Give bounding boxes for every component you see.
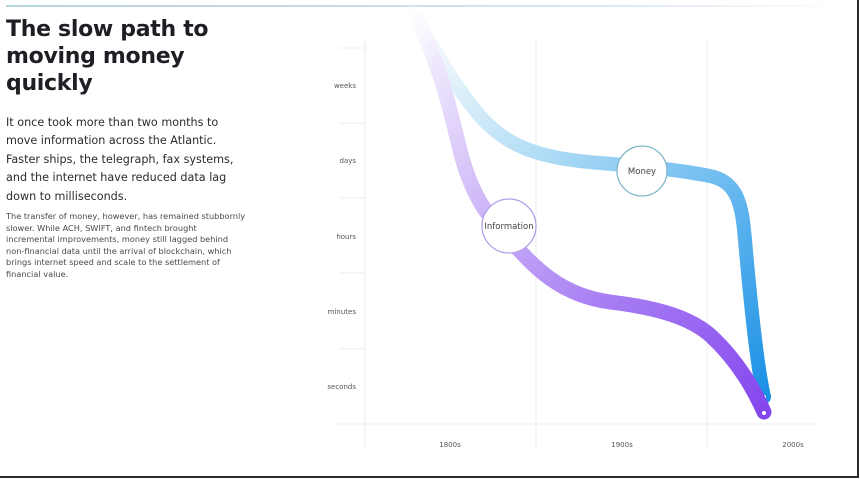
grid-lines (337, 40, 815, 448)
y-label-weeks: weeks (334, 82, 356, 90)
x-label-1800s: 1800s (439, 441, 461, 449)
top-divider (6, 5, 846, 7)
money-bubble-label: Money (628, 167, 656, 177)
information-bubble-label: Information (484, 222, 533, 232)
x-label-1900s: 1900s (611, 441, 633, 449)
information-series-line (402, 0, 772, 420)
information-end-dot (762, 411, 766, 415)
x-axis-labels: 1800s 1900s 2000s (439, 441, 804, 449)
page-title: The slow path to moving money quickly (6, 17, 209, 96)
y-label-hours: hours (336, 233, 356, 241)
y-label-seconds: seconds (327, 383, 356, 391)
lead-paragraph: It once took more than two months to mov… (6, 116, 234, 203)
y-axis-labels: weeks days hours minutes seconds (327, 82, 356, 391)
x-label-2000s: 2000s (782, 441, 804, 449)
money-bubble: Money (616, 145, 668, 197)
y-label-minutes: minutes (328, 308, 357, 316)
body-paragraph: The transfer of money, however, has rema… (6, 211, 246, 279)
y-label-days: days (339, 157, 356, 165)
information-bubble: Information (481, 198, 537, 254)
